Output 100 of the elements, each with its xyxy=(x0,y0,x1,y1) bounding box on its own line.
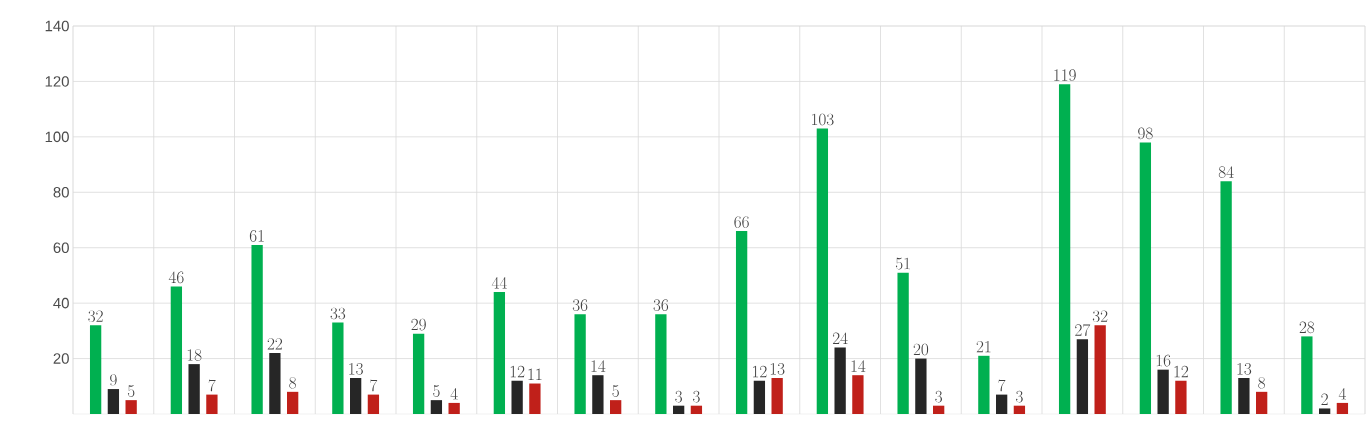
bar xyxy=(610,400,622,414)
data-label: 46 xyxy=(168,271,184,284)
bar xyxy=(852,375,864,414)
bar xyxy=(933,405,945,414)
data-label: 36 xyxy=(572,299,588,311)
bar xyxy=(655,314,667,414)
bar xyxy=(1013,405,1026,414)
bar xyxy=(448,402,460,414)
bar xyxy=(1175,380,1187,414)
bar xyxy=(529,383,541,414)
data-label: 4 xyxy=(450,387,458,400)
bar xyxy=(1238,377,1250,414)
data-label: 29 xyxy=(411,318,426,331)
bar xyxy=(1318,408,1331,414)
y-tick-label: 80 xyxy=(53,186,69,198)
y-tick-label: 100 xyxy=(45,131,69,143)
bar xyxy=(493,292,506,414)
data-label: 8 xyxy=(1258,376,1266,389)
y-tick-label: 120 xyxy=(45,76,69,87)
data-label: 8 xyxy=(289,376,297,389)
data-label: 33 xyxy=(330,307,346,320)
data-label: 3 xyxy=(935,390,943,403)
bar xyxy=(367,394,380,414)
bar xyxy=(771,377,783,414)
bar xyxy=(89,325,102,414)
bar xyxy=(1076,339,1089,414)
data-label: 2 xyxy=(1321,393,1328,405)
bar xyxy=(816,128,829,414)
data-label: 119 xyxy=(1054,69,1076,81)
bar xyxy=(332,322,344,414)
bar xyxy=(735,231,748,414)
data-label: 51 xyxy=(895,257,910,270)
bar xyxy=(1336,402,1349,414)
data-label: 16 xyxy=(1156,354,1171,367)
data-label: 5 xyxy=(127,385,135,397)
data-label: 3 xyxy=(675,390,682,403)
data-label: 36 xyxy=(653,299,669,311)
data-label: 7 xyxy=(370,379,378,392)
bar xyxy=(1058,84,1071,414)
bar xyxy=(349,377,362,414)
data-label: 14 xyxy=(851,360,866,372)
bar xyxy=(251,244,263,414)
bar xyxy=(897,272,909,414)
bar xyxy=(1139,142,1152,414)
data-label: 4 xyxy=(1338,387,1346,400)
data-label: 7 xyxy=(998,379,1006,392)
y-tick-label: 140 xyxy=(45,20,69,32)
data-label: 18 xyxy=(187,349,202,361)
data-label: 11 xyxy=(528,368,542,380)
data-label: 3 xyxy=(693,390,700,403)
data-label: 66 xyxy=(734,216,749,228)
data-label: 28 xyxy=(1299,321,1315,334)
bar xyxy=(430,400,443,414)
bar xyxy=(1094,325,1106,414)
data-label: 20 xyxy=(913,343,929,356)
bar xyxy=(287,391,299,414)
data-label: 9 xyxy=(110,374,117,386)
bar xyxy=(125,400,137,414)
data-label: 32 xyxy=(88,310,103,323)
bar xyxy=(1256,391,1268,414)
bar xyxy=(995,394,1008,414)
data-label: 103 xyxy=(812,113,834,126)
data-label: 22 xyxy=(267,338,283,350)
data-label: 5 xyxy=(433,385,440,397)
bar xyxy=(107,389,120,414)
data-label: 84 xyxy=(1218,166,1234,178)
data-label: 13 xyxy=(349,363,363,375)
bar xyxy=(978,355,990,414)
bar xyxy=(1301,336,1313,414)
bar xyxy=(574,314,586,414)
bar xyxy=(1220,181,1232,414)
data-label: 3 xyxy=(1016,390,1023,403)
data-label: 13 xyxy=(1237,363,1252,375)
data-label: 12 xyxy=(752,365,767,378)
data-label: 12 xyxy=(1174,365,1189,378)
bar xyxy=(834,347,846,414)
data-label: 61 xyxy=(249,230,264,242)
bar xyxy=(269,353,281,414)
bar xyxy=(170,286,183,414)
data-label: 7 xyxy=(208,379,216,392)
y-tick-label: 20 xyxy=(53,353,69,364)
bar xyxy=(592,375,604,414)
bar xyxy=(672,405,685,414)
y-tick-label: 40 xyxy=(53,297,69,309)
bar xyxy=(753,380,766,414)
data-label: 12 xyxy=(510,365,525,378)
data-label: 32 xyxy=(1092,310,1108,323)
data-label: 5 xyxy=(612,385,619,397)
bar xyxy=(188,364,200,414)
bar xyxy=(690,405,703,414)
data-label: 44 xyxy=(491,277,507,289)
bar xyxy=(915,358,927,414)
data-label: 14 xyxy=(591,360,606,372)
bar xyxy=(511,380,523,414)
data-label: 21 xyxy=(976,340,991,353)
bar xyxy=(206,394,218,414)
data-label: 24 xyxy=(832,332,848,344)
y-tick-label: 60 xyxy=(53,242,69,253)
data-label: 27 xyxy=(1075,323,1091,336)
data-label: 98 xyxy=(1138,127,1153,140)
